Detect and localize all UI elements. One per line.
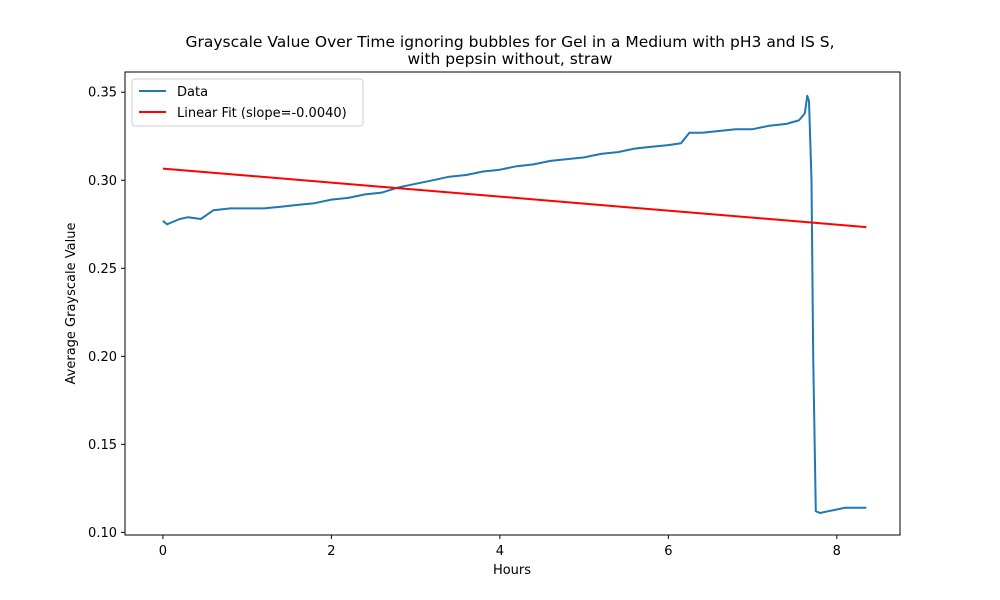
series-line-data: [162, 94, 867, 514]
plot-area: [125, 72, 900, 535]
y-axis-label: Average Grayscale Value: [64, 223, 79, 385]
x-tick-label: 6: [664, 544, 672, 559]
x-tick-label: 4: [496, 544, 504, 559]
y-tick-label: 0.30: [88, 174, 117, 189]
y-tick-label: 0.35: [88, 86, 117, 101]
chart-title-line-1: Grayscale Value Over Time ignoring bubbl…: [185, 33, 834, 51]
x-tick-label: 0: [159, 544, 167, 559]
y-tick-label: 0.15: [88, 438, 117, 453]
x-axis: 0 2 4 6 8: [159, 535, 841, 559]
legend: Data Linear Fit (slope=-0.0040): [131, 78, 364, 127]
chart-title-line-2: with pepsin without, straw: [408, 50, 613, 68]
y-tick-label: 0.20: [88, 350, 117, 365]
legend-fit-label: Linear Fit (slope=-0.0040): [177, 106, 347, 121]
legend-frame: [131, 78, 364, 127]
x-tick-label: 8: [833, 544, 841, 559]
x-tick-label: 2: [327, 544, 335, 559]
series-layer: [162, 94, 867, 514]
y-axis: 0.10 0.15 0.20 0.25 0.30 0.35: [88, 86, 125, 541]
y-tick-label: 0.10: [88, 526, 117, 541]
axes-background: [125, 72, 900, 535]
x-axis-label: Hours: [493, 563, 531, 578]
legend-data-label: Data: [177, 85, 208, 100]
series-line-linear-fit: [162, 167, 867, 229]
y-tick-label: 0.25: [88, 262, 117, 277]
axes-frame: [124, 71, 901, 536]
